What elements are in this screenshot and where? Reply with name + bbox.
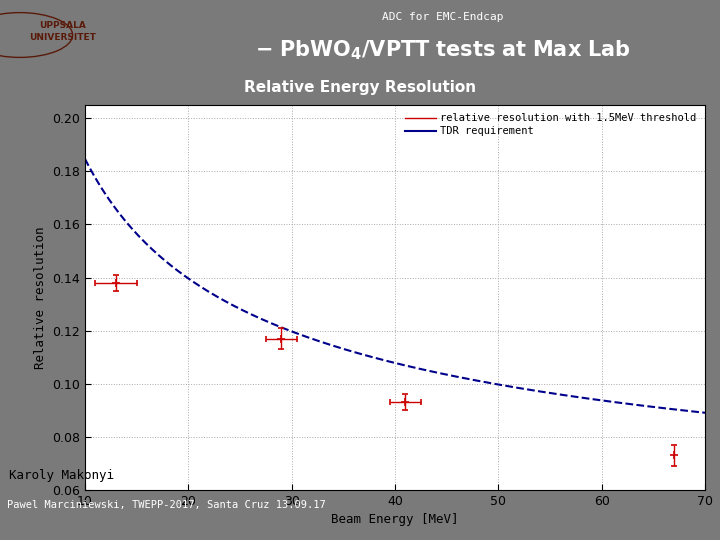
Y-axis label: Relative resolution: Relative resolution	[34, 226, 47, 369]
Text: UPPSALA
UNIVERSITET: UPPSALA UNIVERSITET	[30, 21, 96, 42]
Text: $\mathbf{-\ PbWO_4/VPTT\ tests\ at\ Max\ Lab}$: $\mathbf{-\ PbWO_4/VPTT\ tests\ at\ Max\…	[255, 38, 630, 62]
Text: Relative Energy Resolution: Relative Energy Resolution	[244, 80, 476, 95]
Text: Karoly Makonyi: Karoly Makonyi	[9, 469, 114, 482]
Text: Pawel Marciniewski, TWEPP-2017, Santa Cruz 13.09.17: Pawel Marciniewski, TWEPP-2017, Santa Cr…	[7, 500, 326, 510]
X-axis label: Beam Energy [MeV]: Beam Energy [MeV]	[331, 514, 459, 526]
Text: ADC for EMC-Endcap: ADC for EMC-Endcap	[382, 12, 503, 23]
Legend: relative resolution with 1.5MeV threshold, TDR requirement: relative resolution with 1.5MeV threshol…	[402, 110, 700, 139]
